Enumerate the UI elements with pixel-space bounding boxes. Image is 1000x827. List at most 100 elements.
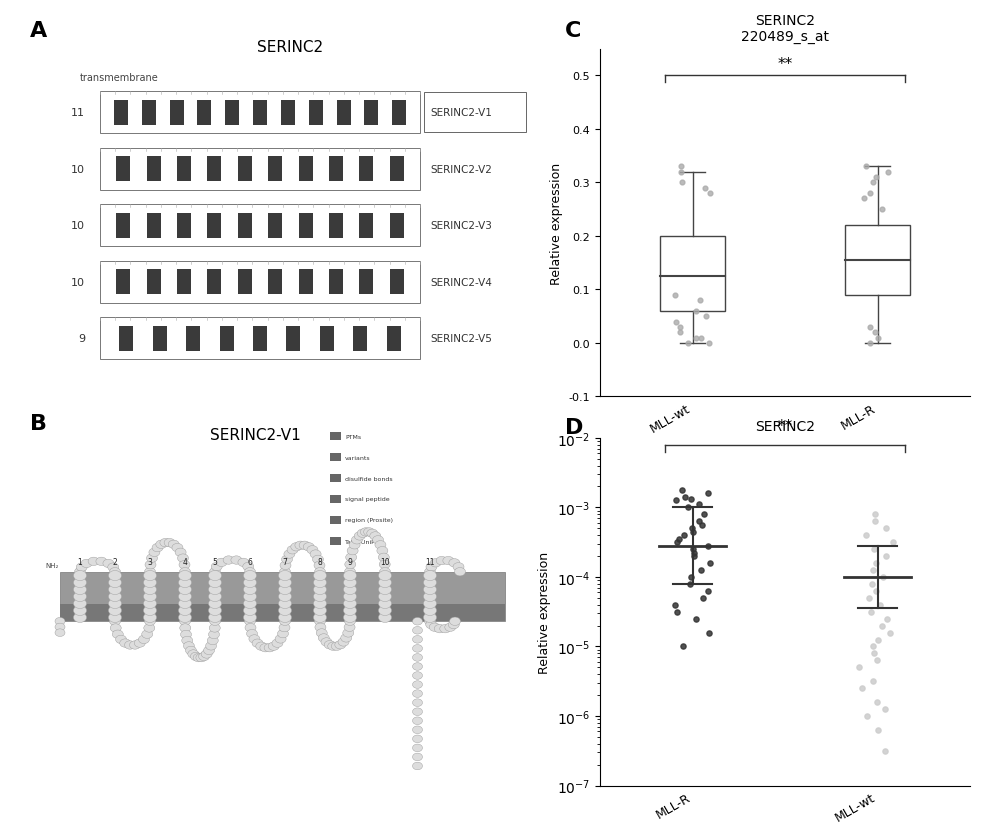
Text: SERINC2-V1: SERINC2-V1: [210, 428, 300, 442]
Point: [866, 543, 882, 556]
Bar: [100, 318, 420, 360]
Circle shape: [116, 635, 127, 643]
Text: 10: 10: [71, 221, 85, 231]
Circle shape: [193, 653, 204, 662]
Point: [675, 640, 691, 653]
Circle shape: [310, 550, 321, 558]
Point: [686, 550, 702, 563]
Point: [867, 515, 883, 528]
Circle shape: [73, 571, 87, 581]
Circle shape: [413, 753, 422, 761]
Circle shape: [103, 560, 114, 568]
Text: 10: 10: [380, 557, 390, 566]
Point: [878, 550, 894, 563]
Circle shape: [335, 641, 346, 649]
Circle shape: [177, 554, 188, 562]
Point: [684, 522, 700, 535]
Text: NH₂: NH₂: [45, 562, 58, 568]
Circle shape: [377, 547, 388, 555]
Point: [885, 536, 901, 549]
Circle shape: [413, 735, 422, 743]
Circle shape: [143, 613, 157, 623]
Point: [858, 160, 874, 174]
Circle shape: [445, 624, 456, 632]
Circle shape: [313, 592, 327, 602]
Circle shape: [413, 717, 422, 724]
Circle shape: [275, 635, 286, 643]
Circle shape: [55, 629, 65, 637]
Circle shape: [313, 585, 327, 595]
Circle shape: [424, 617, 436, 626]
Circle shape: [108, 605, 122, 616]
Bar: [238, 157, 252, 182]
Circle shape: [378, 605, 392, 616]
Circle shape: [201, 650, 212, 658]
Bar: [220, 326, 234, 351]
Point: [669, 605, 685, 619]
Circle shape: [178, 599, 192, 609]
Circle shape: [378, 592, 392, 602]
Circle shape: [185, 647, 196, 655]
Point: [872, 599, 888, 612]
Circle shape: [345, 568, 356, 576]
Circle shape: [110, 568, 120, 576]
Circle shape: [144, 617, 156, 626]
Point: [700, 487, 716, 500]
Circle shape: [168, 541, 179, 549]
Circle shape: [160, 538, 171, 547]
Point: [870, 724, 886, 737]
Circle shape: [343, 605, 357, 616]
Circle shape: [278, 592, 292, 602]
Bar: [60, 572, 505, 622]
Circle shape: [210, 617, 220, 626]
Point: [695, 591, 711, 605]
Circle shape: [357, 529, 368, 538]
Circle shape: [243, 585, 257, 595]
Circle shape: [324, 641, 335, 649]
Point: [673, 166, 689, 179]
Circle shape: [182, 637, 193, 645]
Point: [669, 536, 685, 549]
Point: [667, 289, 683, 302]
Bar: [170, 101, 184, 126]
Text: 11: 11: [71, 108, 85, 118]
Title: SERINC2: SERINC2: [755, 419, 815, 433]
Circle shape: [244, 568, 256, 576]
FancyBboxPatch shape: [424, 93, 526, 133]
Text: 11: 11: [425, 557, 435, 566]
Circle shape: [143, 605, 157, 616]
Text: D: D: [565, 418, 583, 437]
Circle shape: [73, 578, 87, 588]
Circle shape: [413, 618, 422, 625]
Circle shape: [378, 571, 392, 581]
Circle shape: [112, 630, 123, 638]
Circle shape: [196, 653, 207, 662]
Circle shape: [455, 568, 466, 576]
Circle shape: [434, 624, 445, 633]
Circle shape: [108, 613, 122, 623]
Text: SERINC2-V4: SERINC2-V4: [430, 277, 492, 287]
Text: **: **: [777, 418, 793, 433]
Circle shape: [243, 613, 257, 623]
Circle shape: [343, 629, 354, 638]
Circle shape: [413, 699, 422, 706]
Circle shape: [249, 635, 260, 643]
Point: [696, 508, 712, 521]
Point: [859, 710, 875, 723]
Point: [866, 647, 882, 660]
Circle shape: [375, 541, 386, 549]
Circle shape: [316, 629, 327, 638]
Circle shape: [343, 592, 357, 602]
Bar: [359, 157, 373, 182]
Circle shape: [208, 571, 222, 581]
Circle shape: [426, 620, 437, 629]
Point: [682, 577, 698, 590]
Circle shape: [343, 613, 357, 623]
Point: [865, 640, 881, 653]
Bar: [330, 474, 341, 483]
Bar: [100, 205, 420, 247]
Circle shape: [172, 543, 183, 552]
Circle shape: [413, 654, 422, 662]
Bar: [330, 537, 341, 546]
Point: [691, 515, 707, 528]
